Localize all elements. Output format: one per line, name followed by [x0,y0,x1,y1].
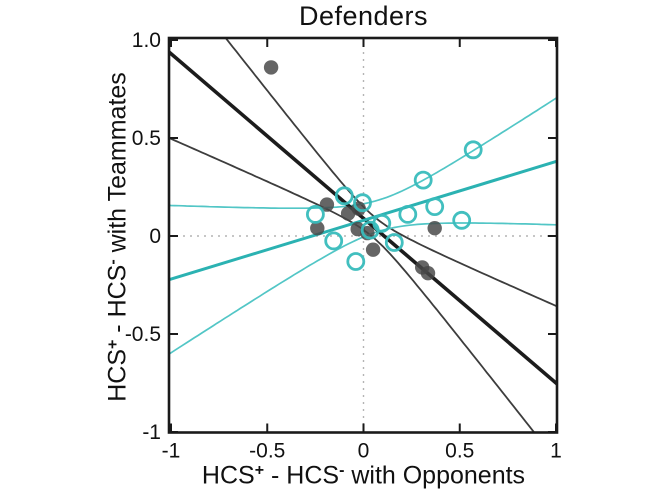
dark-filled-points-point [427,221,442,236]
x-tick-label: -0.5 [249,440,285,463]
x-tick-label: 0 [358,440,370,463]
teal-open-points-point [372,213,392,233]
teal-open-points-fit-line [169,159,557,282]
teal-open-points-point [413,170,433,190]
teal-open-points-point [346,252,366,271]
chart-title: Defenders [298,1,429,31]
x-tick-label: -1 [162,440,181,463]
teal-open-points-point [334,186,354,206]
y-label-sup-plus: + [104,339,122,349]
x-tick-label: 1 [550,440,562,463]
plot-area [169,38,557,433]
y-axis-label: HCS+ - HCS- with Teammates [103,72,132,402]
y-tick-label: -1 [142,421,161,444]
dark-filled-points-point [310,221,325,236]
dark-filled-points-point [420,266,436,281]
y-label-sup-minus: - [104,259,122,265]
y-label-text: HCS [103,348,132,402]
teal-open-points-point [353,193,372,213]
dark-filled-points-point [319,197,335,212]
dark-filled-points-point [263,60,279,75]
y-label-text2: - HCS [103,264,132,340]
y-tick-label: 0 [149,225,161,248]
teal-open-points-point [324,231,344,251]
dark-filled-points-fit-line [169,49,557,387]
dark-filled-points-point [365,242,381,257]
x-label-text2: - HCS [264,461,340,490]
teal-open-points-point [398,204,418,224]
teal-open-points-point [425,197,445,217]
y-label-text3: with Teammates [103,72,132,260]
y-tick-label: -0.5 [125,323,161,346]
x-label-text3: with Opponents [344,461,526,490]
teal-open-points-point [452,210,472,230]
teal-open-points-point [384,233,404,252]
x-label-sup-minus: - [339,462,345,479]
teal-open-points-point [463,140,483,160]
x-tick-label: 0.5 [445,440,474,463]
x-label-sup-plus: + [254,462,265,479]
y-tick-label: 0.5 [132,127,161,150]
x-axis-label: HCS+ - HCS- with Opponents [139,461,588,490]
teal-open-points-point [305,204,325,224]
y-tick-label: 1.0 [132,29,161,52]
x-label-text: HCS [201,461,255,490]
